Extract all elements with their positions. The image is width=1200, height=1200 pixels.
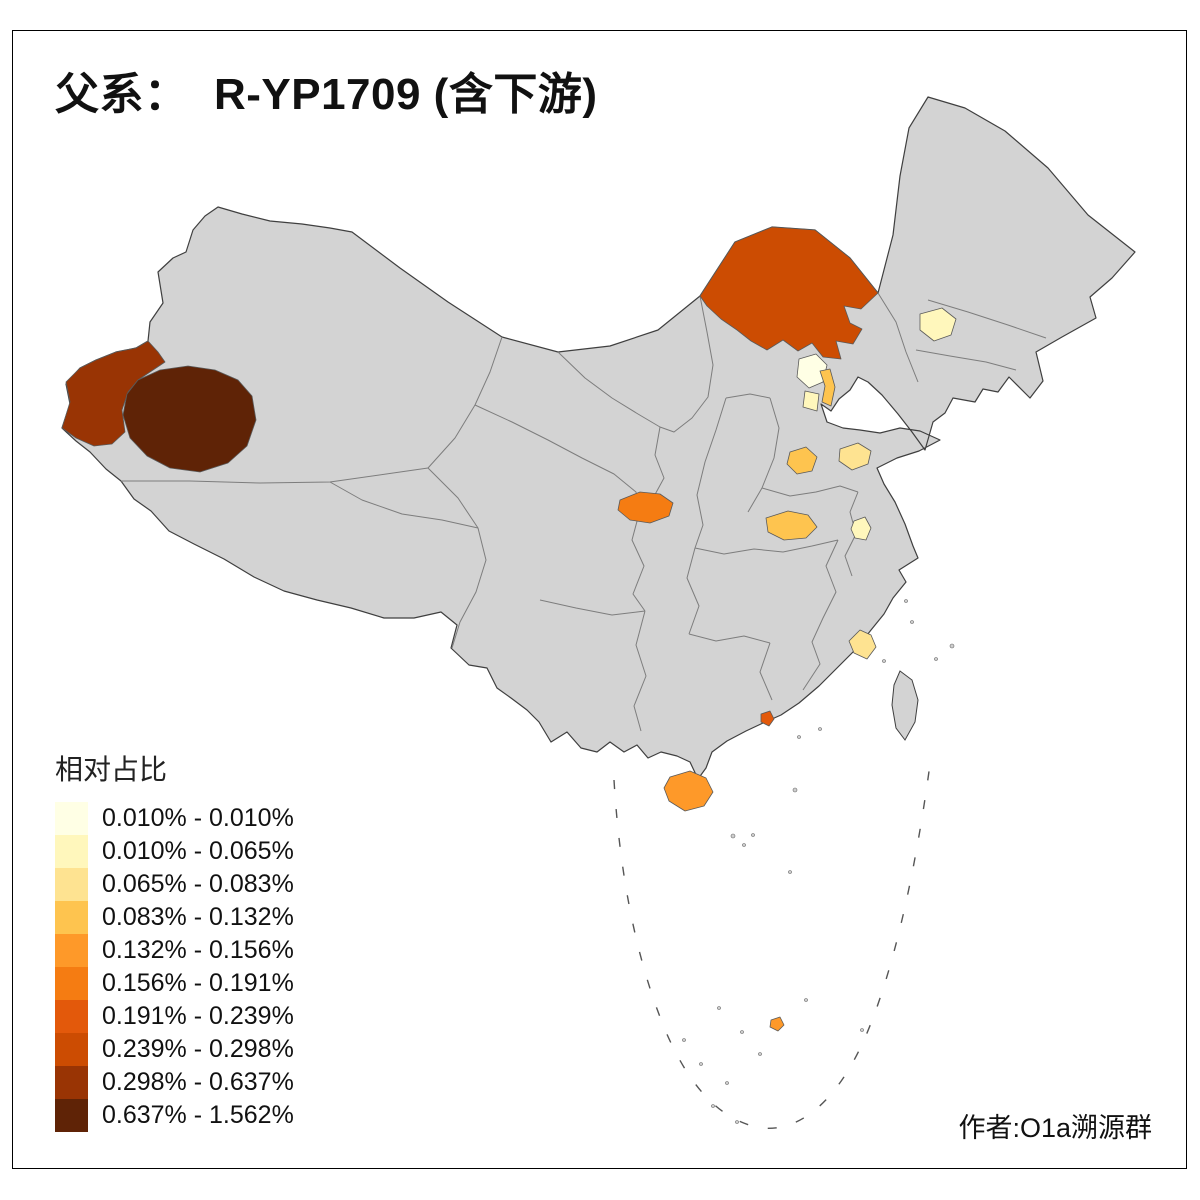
region-hubei-north [765,510,818,541]
legend-label: 0.083% - 0.132% [102,903,294,931]
region-south-sea-island [769,1016,785,1032]
legend-item: 0.010% - 0.065% [55,835,294,868]
legend-swatch [55,967,88,1000]
region-western-xinjiang [61,340,166,447]
province-border-line [329,481,479,529]
region-hainan [663,770,714,812]
region-fujian-coast [848,629,877,660]
legend-label: 0.298% - 0.637% [102,1068,294,1096]
legend-item: 0.010% - 0.010% [55,802,294,835]
region-anhui-spot [850,516,872,541]
legend-swatch [55,802,88,835]
island-speck [751,833,755,837]
island-speck [882,659,886,663]
island-speck [735,1120,739,1124]
province-border-line [686,547,773,701]
island-speck [818,727,822,731]
island-speck [682,1038,686,1042]
legend-label: 0.191% - 0.239% [102,1002,294,1030]
province-borders [121,292,1047,732]
legend-items: 0.010% - 0.010% 0.010% - 0.065% 0.065% - 0… [55,802,294,1132]
colored-regions [61,226,957,1032]
legend-label: 0.637% - 1.562% [102,1101,294,1129]
province-border-line [659,295,714,433]
legend-item: 0.637% - 1.562% [55,1099,294,1132]
legend-item: 0.156% - 0.191% [55,967,294,1000]
island-speck [699,1062,703,1066]
region-beijing [796,353,828,389]
attribution: 作者:O1a溯源群 [958,1113,1152,1143]
province-border-line [877,292,1047,383]
legend: 相对占比 0.010% - 0.010% 0.010% - 0.065% 0.065… [55,748,294,1132]
legend-swatch [55,1099,88,1132]
legend-swatch [55,1066,88,1099]
island-speck [804,998,808,1002]
region-inner-mongolia [699,226,879,360]
legend-item: 0.191% - 0.239% [55,1000,294,1033]
island-speck [725,1081,729,1085]
china-mainland [61,96,1136,780]
legend-swatch [55,934,88,967]
province-border-line [557,351,661,428]
legend-swatch [55,835,88,868]
island-speck [949,643,955,649]
province-border-line [802,539,839,691]
legend-label: 0.239% - 0.298% [102,1035,294,1063]
island-speck [860,1028,864,1032]
province-border-line [427,467,487,649]
province-border-line [694,539,839,555]
legend-label: 0.156% - 0.191% [102,969,294,997]
province-border-line [474,404,641,511]
province-border-line [539,599,647,732]
plot-border [12,30,1187,1169]
small-islands [682,599,955,1124]
island-speck [788,870,792,874]
island-speck [934,657,938,661]
taiwan-island [891,670,919,741]
island-speck [792,787,798,793]
island-speck [730,833,736,839]
legend-label: 0.065% - 0.083% [102,870,294,898]
legend-swatch [55,901,88,934]
region-guangdong-spot [760,710,775,727]
legend-swatch [55,1000,88,1033]
legend-title: 相对占比 [55,754,168,785]
region-southern-xinjiang [122,365,257,473]
legend-item: 0.298% - 0.637% [55,1066,294,1099]
province-border-line [725,393,780,513]
legend-swatch [55,1033,88,1066]
plot-title: 父系： R-YP1709 (含下游) [55,70,598,119]
island-speck [797,735,801,739]
legend-label: 0.132% - 0.156% [102,936,294,964]
province-border-line [694,397,727,549]
legend-swatch [55,868,88,901]
province-border-line [631,509,646,612]
island-speck [904,599,908,603]
legend-item: 0.083% - 0.132% [55,901,294,934]
legend-item: 0.132% - 0.156% [55,934,294,967]
region-tianjin [819,368,836,407]
legend-item: 0.065% - 0.083% [55,868,294,901]
region-shanxi-south [786,446,818,475]
island-speck [717,1006,721,1010]
region-hebei-patch [802,390,820,412]
region-liaoning-central [919,307,957,342]
island-speck [711,1104,715,1108]
legend-label: 0.010% - 0.010% [102,804,294,832]
region-shandong-west [838,442,872,471]
legend-label: 0.010% - 0.065% [102,837,294,865]
island-speck [910,620,914,624]
province-border-line [121,467,429,484]
island-speck [758,1052,762,1056]
legend-item: 0.239% - 0.298% [55,1033,294,1066]
region-shaanxi-central [617,491,674,524]
island-speck [740,1030,744,1034]
island-speck [742,843,746,847]
nine-dash-line [613,763,931,1129]
